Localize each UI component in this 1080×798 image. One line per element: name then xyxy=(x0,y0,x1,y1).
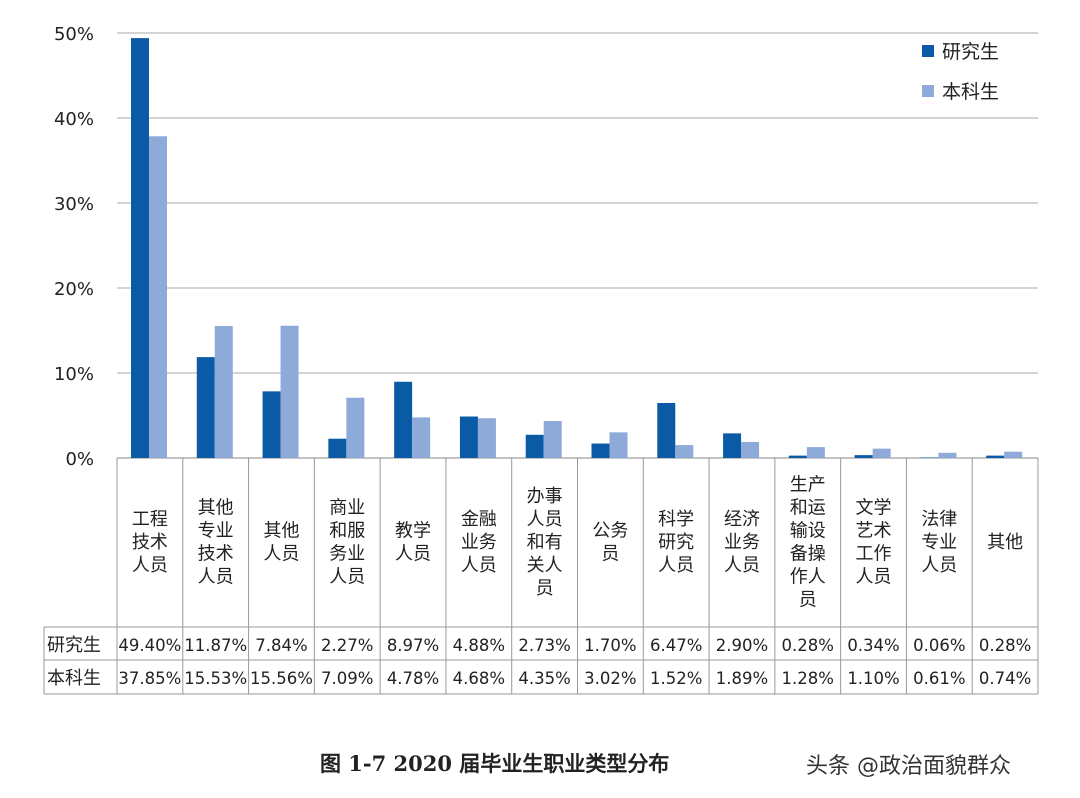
bar-undergrad xyxy=(149,136,167,458)
y-tick-label: 0% xyxy=(65,449,94,470)
row-header: 本科生 xyxy=(47,668,101,689)
data-label: 2.90% xyxy=(716,636,768,655)
data-label: 0.06% xyxy=(913,636,965,655)
bar-undergrad xyxy=(609,432,628,458)
category-label: 教学人员 xyxy=(395,521,431,565)
data-label: 0.34% xyxy=(847,636,899,655)
data-label: 0.74% xyxy=(979,669,1031,688)
legend-label: 研究生 xyxy=(942,41,999,63)
y-tick-label: 10% xyxy=(54,364,94,385)
category-label: 生产和运输设备操作人员 xyxy=(790,475,826,611)
bar-undergrad xyxy=(741,441,760,458)
data-label: 7.09% xyxy=(321,669,373,688)
bar-undergrad xyxy=(1004,451,1023,458)
y-tick-label: 30% xyxy=(54,194,94,215)
data-label: 49.40% xyxy=(118,636,181,655)
data-label: 15.56% xyxy=(250,669,313,688)
row-header: 研究生 xyxy=(47,635,101,656)
category-label: 商业和服务业人员 xyxy=(329,498,365,588)
data-label: 2.27% xyxy=(321,636,373,655)
bar-grad xyxy=(591,443,610,458)
bar-undergrad xyxy=(280,325,299,458)
category-label: 经济业务人员 xyxy=(724,509,760,576)
y-tick-label: 20% xyxy=(54,279,94,300)
data-label: 1.70% xyxy=(584,636,636,655)
bar-grad xyxy=(196,357,215,458)
data-label: 0.61% xyxy=(913,669,965,688)
data-label: 8.97% xyxy=(387,636,439,655)
data-label: 4.68% xyxy=(453,669,505,688)
category-label: 科学研究人员 xyxy=(658,509,694,576)
bar-grad xyxy=(788,455,807,458)
data-label: 1.89% xyxy=(716,669,768,688)
bar-grad xyxy=(657,403,676,458)
legend-swatch xyxy=(922,45,934,57)
data-label: 1.10% xyxy=(847,669,899,688)
data-label: 2.73% xyxy=(518,636,570,655)
category-label: 文学艺术工作人员 xyxy=(856,498,892,588)
data-label: 0.28% xyxy=(979,636,1031,655)
data-label: 1.52% xyxy=(650,669,702,688)
category-label: 办事人员和有关人员 xyxy=(527,486,563,599)
bar-grad xyxy=(854,455,873,458)
bar-undergrad xyxy=(346,397,365,458)
data-label: 4.35% xyxy=(518,669,570,688)
category-label: 金融业务人员 xyxy=(461,509,497,576)
watermark: 头条 @政治面貌群众 xyxy=(806,754,1011,779)
chart-title: 图 1-7 2020 届毕业生职业类型分布 xyxy=(320,751,670,776)
data-label: 3.02% xyxy=(584,669,636,688)
bar-grad xyxy=(920,457,939,458)
data-label: 1.28% xyxy=(782,669,834,688)
data-label: 7.84% xyxy=(255,636,307,655)
data-label: 11.87% xyxy=(184,636,247,655)
category-label: 其他人员 xyxy=(263,521,299,565)
bar-undergrad xyxy=(675,445,694,458)
y-tick-label: 40% xyxy=(54,109,94,130)
data-label: 6.47% xyxy=(650,636,702,655)
legend-swatch xyxy=(922,85,934,97)
data-label: 4.88% xyxy=(453,636,505,655)
bar-grad xyxy=(459,416,478,458)
bar-grad xyxy=(723,433,742,458)
bar-grad xyxy=(328,438,347,458)
bar-grad xyxy=(986,455,1005,458)
bar-undergrad xyxy=(412,417,431,458)
data-label: 4.78% xyxy=(387,669,439,688)
y-tick-label: 50% xyxy=(54,24,94,45)
category-label: 其他专业技术人员 xyxy=(198,498,234,588)
bar-grad xyxy=(262,391,281,458)
data-label: 15.53% xyxy=(184,669,247,688)
bar-grad xyxy=(525,434,544,458)
category-label: 公务员 xyxy=(592,521,628,565)
category-label: 法律专业人员 xyxy=(921,509,957,576)
bar-undergrad xyxy=(214,325,233,458)
bar-undergrad xyxy=(806,447,825,458)
legend-label: 本科生 xyxy=(942,81,999,103)
bar-grad xyxy=(131,38,149,458)
bar-grad xyxy=(394,381,413,458)
category-label: 其他 xyxy=(987,532,1023,553)
category-label: 工程技术人员 xyxy=(132,509,168,576)
bar-undergrad xyxy=(477,418,496,458)
bar-undergrad xyxy=(872,448,891,458)
data-label: 37.85% xyxy=(118,669,181,688)
bar-undergrad xyxy=(543,421,562,458)
bar-undergrad xyxy=(938,452,957,458)
data-label: 0.28% xyxy=(782,636,834,655)
